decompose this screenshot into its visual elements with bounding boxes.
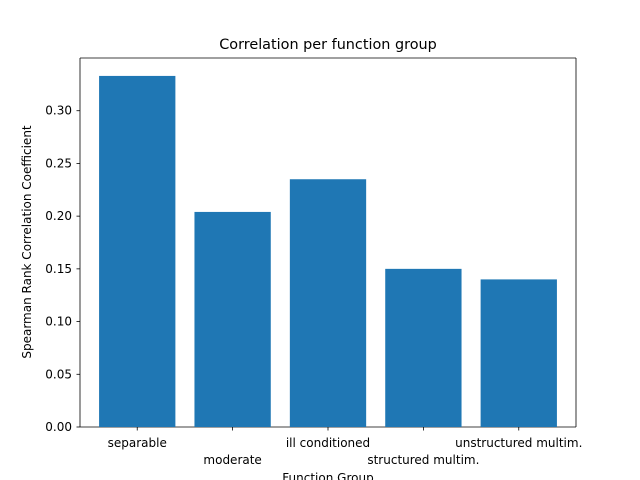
x-axis-label: Function Group bbox=[282, 471, 373, 480]
y-axis-label: Spearman Rank Correlation Coefficient bbox=[20, 125, 34, 359]
x-tick-label: ill conditioned bbox=[286, 436, 370, 450]
y-tick-label: 0.05 bbox=[45, 367, 72, 381]
x-tick-label: unstructured multim. bbox=[455, 436, 582, 450]
y-tick-label: 0.20 bbox=[45, 209, 72, 223]
y-axis-ticks: 0.00 0.05 0.10 0.15 0.20 0.25 0.30 bbox=[45, 104, 80, 434]
bar-ill-conditioned bbox=[289, 179, 367, 427]
bar-structured-multim- bbox=[385, 268, 462, 427]
y-tick-label: 0.30 bbox=[45, 104, 72, 118]
y-tick-label: 0.10 bbox=[45, 315, 72, 329]
y-tick-label: 0.15 bbox=[45, 262, 72, 276]
x-tick-label: separable bbox=[108, 436, 167, 450]
chart-title: Correlation per function group bbox=[219, 37, 437, 53]
bar-unstructured-multim- bbox=[480, 279, 557, 427]
bar-separable bbox=[99, 75, 176, 428]
x-axis-ticks: separable moderate ill conditioned structur… bbox=[108, 427, 582, 467]
bar-moderate bbox=[194, 211, 271, 427]
bars-group bbox=[99, 75, 557, 428]
y-tick-label: 0.00 bbox=[45, 420, 72, 434]
x-tick-label: structured multim. bbox=[367, 453, 479, 467]
y-tick-label: 0.25 bbox=[45, 156, 72, 170]
x-tick-label: moderate bbox=[203, 453, 261, 467]
